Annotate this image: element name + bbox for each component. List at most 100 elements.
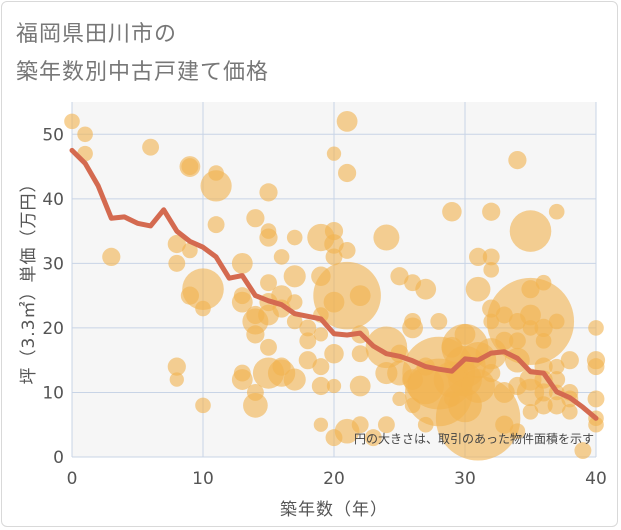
data-bubble	[313, 261, 381, 330]
data-bubble	[415, 278, 437, 300]
data-bubble	[246, 325, 265, 344]
data-bubble	[286, 294, 303, 310]
data-bubble	[534, 383, 553, 402]
chart-title-line-2: 築年数別中古戸建て価格	[16, 60, 270, 85]
data-bubble	[325, 248, 343, 266]
data-bubble	[574, 442, 592, 459]
data-bubble	[548, 203, 565, 220]
data-bubble	[535, 333, 552, 349]
data-bubble	[483, 262, 500, 278]
data-bubble	[231, 291, 253, 313]
data-bubble	[349, 375, 371, 397]
y-tick-label: 10	[42, 383, 64, 403]
data-bubble	[231, 252, 253, 274]
data-bubble	[522, 404, 539, 420]
data-bubble	[207, 216, 225, 234]
data-bubble	[402, 317, 423, 339]
data-bubble	[548, 358, 565, 375]
y-tick-label: 0	[53, 448, 64, 468]
data-bubble	[313, 417, 329, 432]
y-tick-label: 30	[42, 254, 64, 274]
data-bubble	[442, 201, 462, 222]
data-bubble	[469, 247, 488, 267]
data-bubble	[181, 158, 199, 175]
data-bubble	[182, 268, 224, 310]
data-bubble	[260, 338, 277, 356]
data-bubble	[231, 369, 253, 390]
bubble-layer	[64, 110, 606, 461]
x-axis-label: 築年数（年）	[280, 500, 388, 520]
data-bubble	[482, 363, 501, 383]
data-bubble	[548, 313, 565, 330]
y-tick-label: 50	[42, 125, 64, 145]
data-bubble	[259, 183, 278, 202]
x-tick-label: 10	[192, 469, 214, 489]
data-bubble	[324, 343, 344, 364]
data-bubble	[259, 228, 278, 247]
data-bubble	[243, 393, 268, 418]
data-bubble	[286, 313, 303, 330]
data-bubble	[522, 320, 539, 336]
data-bubble	[588, 416, 604, 433]
data-bubble	[338, 242, 356, 259]
data-bubble	[260, 274, 277, 292]
data-bubble	[482, 248, 500, 266]
data-bubble	[349, 285, 371, 307]
data-bubble	[351, 416, 369, 434]
data-bubble	[326, 378, 342, 394]
data-bubble	[313, 327, 329, 342]
data-bubble	[299, 332, 317, 350]
data-bubble	[298, 351, 317, 370]
data-bubble	[167, 357, 186, 376]
data-bubble	[587, 358, 605, 376]
data-bubble	[534, 396, 553, 415]
data-bubble	[430, 313, 448, 330]
x-tick-label: 0	[67, 469, 78, 489]
data-bubble	[535, 274, 552, 291]
data-bubble	[495, 415, 514, 434]
trend-line	[69, 147, 599, 421]
data-bubble	[377, 416, 395, 434]
data-bubble	[283, 265, 306, 288]
data-bubble	[195, 300, 211, 317]
y-axis-label: 坪（3.3㎡）単価（万円）	[19, 174, 39, 384]
y-axis-ticks: 0 10 20 30 40 50	[42, 125, 64, 468]
data-bubble	[286, 229, 303, 246]
y-tick-label: 20	[42, 319, 64, 339]
data-bubble	[195, 397, 211, 414]
data-bubble	[351, 345, 369, 363]
bubble-size-note: 円の大きさは、取引のあった物件面積を示す	[354, 431, 594, 446]
data-bubble	[299, 319, 317, 337]
data-bubble	[508, 150, 527, 170]
x-tick-label: 30	[454, 469, 476, 489]
data-bubble	[482, 202, 501, 221]
y-tick-label: 40	[42, 190, 64, 210]
data-bubble	[588, 320, 604, 336]
x-tick-label: 20	[323, 469, 345, 489]
data-bubble	[273, 249, 290, 265]
data-bubble	[77, 126, 93, 143]
data-bubble	[312, 358, 330, 376]
data-bubble	[465, 276, 491, 302]
data-bubble	[311, 376, 330, 396]
data-bubble	[169, 372, 184, 387]
data-bubble	[168, 254, 186, 272]
chart-title-line-1: 福岡県田川市の	[16, 22, 178, 47]
x-tick-label: 40	[585, 469, 607, 489]
data-bubble	[534, 318, 553, 338]
data-bubble	[102, 247, 121, 267]
data-bubble	[336, 110, 358, 132]
data-bubble	[390, 267, 409, 286]
data-bubble	[246, 209, 265, 228]
data-bubble	[587, 390, 605, 408]
data-bubble	[364, 429, 382, 447]
data-bubble	[200, 170, 232, 202]
data-bubble	[338, 163, 357, 183]
data-bubble	[64, 113, 80, 130]
x-axis-ticks: 0 10 20 30 40	[67, 469, 607, 489]
data-bubble	[509, 423, 526, 439]
data-bubble	[547, 396, 566, 415]
data-bubble	[509, 210, 552, 252]
data-bubble	[283, 368, 306, 391]
